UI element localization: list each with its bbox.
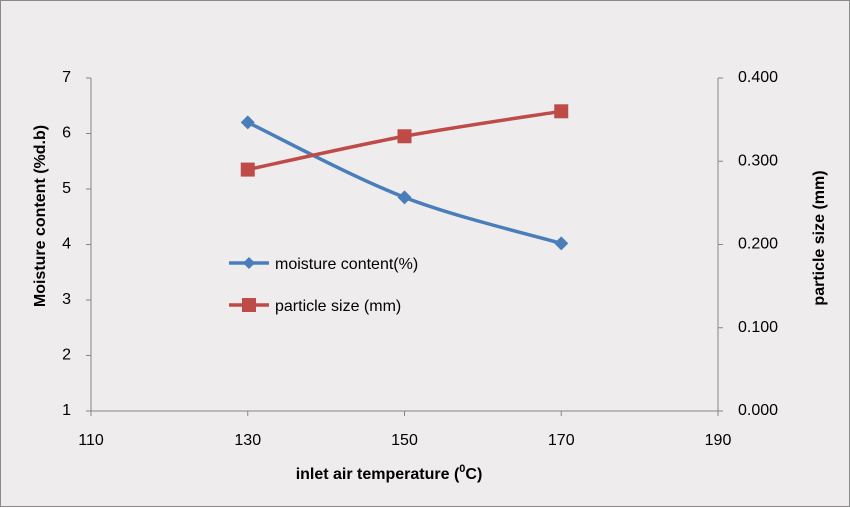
y-right-tick-label: 0.200 <box>738 236 778 253</box>
x-tick-label: 190 <box>705 432 732 449</box>
y-left-tick-label: 5 <box>62 180 71 197</box>
x-axis-title-suffix: C) <box>465 466 482 483</box>
data-point-square <box>397 129 412 144</box>
data-point-square <box>240 162 255 177</box>
legend-label-moisture: moisture content(%) <box>275 256 418 273</box>
y-right-tick-label: 0.300 <box>738 152 778 169</box>
y-left-tick-label: 7 <box>62 69 71 86</box>
legend-marker-particle <box>242 298 256 312</box>
y-left-tick-label: 4 <box>62 236 71 253</box>
legend: moisture content(%) particle size (mm) <box>229 256 418 315</box>
data-point-diamond <box>397 190 412 205</box>
x-tick-label: 110 <box>78 432 104 449</box>
y-right-tick-label: 0.400 <box>738 69 778 86</box>
x-axis-title: inlet air temperature (0C) <box>296 463 483 483</box>
data-point-diamond <box>554 236 569 251</box>
x-tick-label: 150 <box>391 432 418 449</box>
y-left-tick-label: 3 <box>62 291 71 308</box>
x-tick-label: 170 <box>548 432 575 449</box>
data-point-diamond <box>240 115 255 130</box>
x-axis-title-superscript: 0 <box>459 463 465 475</box>
data-point-square <box>554 104 569 119</box>
y-right-tick-label: 0.000 <box>738 402 778 419</box>
y-axis-left-title: Moisture content (%d.b) <box>32 125 49 307</box>
legend-label-particle: particle size (mm) <box>275 298 401 315</box>
legend-marker-moisture <box>243 257 255 269</box>
y-left-tick-label: 6 <box>62 125 71 142</box>
y-axis-right-title: particle size (mm) <box>811 170 828 305</box>
y-left-tick-label: 1 <box>62 402 71 419</box>
x-tick-label: 130 <box>234 432 261 449</box>
y-right-tick-label: 0.100 <box>738 319 778 336</box>
x-axis-title-main: inlet air temperature ( <box>296 466 460 483</box>
y-left-tick-label: 2 <box>62 347 71 364</box>
